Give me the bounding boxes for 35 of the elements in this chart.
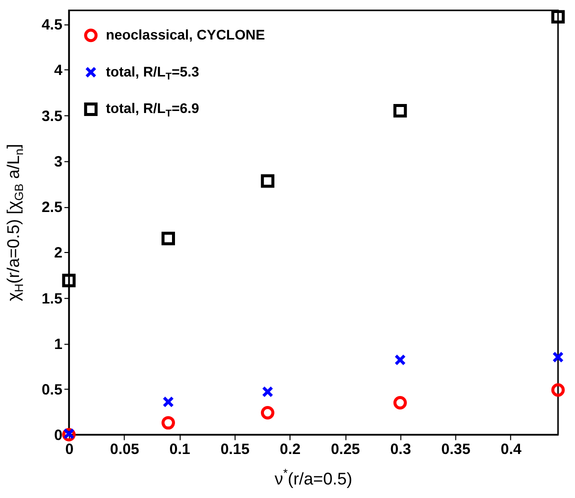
point bbox=[551, 10, 565, 24]
point bbox=[393, 396, 407, 410]
y-tick-label: 1 bbox=[54, 336, 62, 353]
point bbox=[162, 416, 175, 430]
y-tick-label: 4 bbox=[54, 62, 64, 80]
x-tick-label: 0 bbox=[65, 441, 74, 458]
legend-label: neoclassical, CYCLONE bbox=[106, 26, 265, 42]
y-tick-label: 1.5 bbox=[42, 290, 62, 308]
point bbox=[260, 406, 274, 420]
y-tick-label: 3.5 bbox=[42, 108, 62, 125]
point bbox=[62, 274, 76, 288]
point bbox=[162, 396, 174, 408]
x-tick-label: 0.2 bbox=[280, 441, 301, 458]
point bbox=[162, 232, 175, 246]
point bbox=[552, 351, 564, 363]
x-tick-label: 0.15 bbox=[220, 441, 250, 458]
point bbox=[394, 354, 406, 366]
point bbox=[262, 386, 274, 398]
x-axis-title: ν*(r/a=0.5) bbox=[274, 466, 352, 489]
y-tick-label: 2 bbox=[54, 244, 62, 262]
x-tick-label: 0.25 bbox=[330, 441, 360, 458]
x-tick-label: 0.3 bbox=[390, 441, 412, 458]
point bbox=[551, 383, 565, 397]
y-tick-label: 0 bbox=[54, 427, 62, 444]
x-tick-label: 0.1 bbox=[169, 441, 190, 458]
y-tick-label: 0.5 bbox=[42, 382, 62, 399]
x-tick-label: 0.05 bbox=[110, 441, 140, 458]
point bbox=[393, 104, 407, 118]
x-tick-label: 0.4 bbox=[500, 441, 522, 458]
x-tick-label: 0.35 bbox=[441, 441, 470, 458]
y-axis-title: χH(r/a=0.5) [χGB a/Ln] bbox=[4, 144, 26, 302]
y-tick-label: 4.5 bbox=[42, 16, 62, 34]
y-tick-label: 3 bbox=[54, 153, 62, 170]
y-tick-label: 2.5 bbox=[42, 199, 62, 216]
point bbox=[260, 174, 274, 188]
